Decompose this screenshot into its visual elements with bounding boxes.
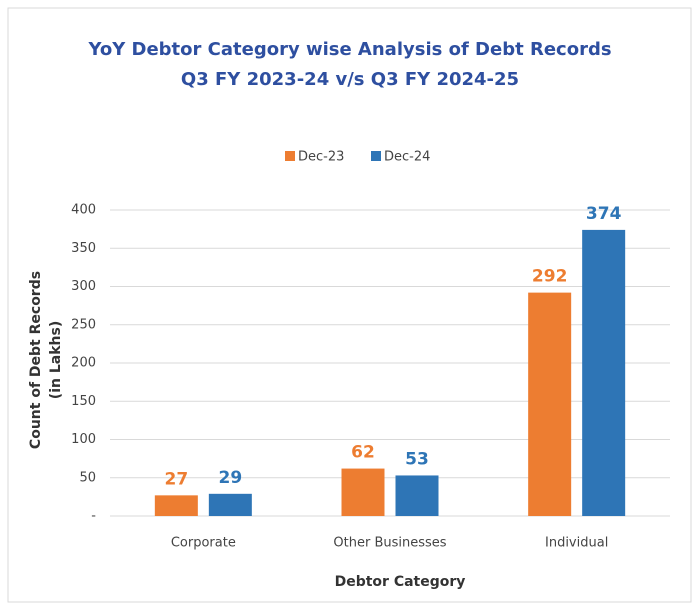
bar	[208, 493, 252, 516]
y-tick-label: 350	[71, 241, 96, 256]
y-axis-title: Count of Debt Records (in Lakhs)	[28, 271, 64, 449]
y-axis-title-line: (in Lakhs)	[48, 321, 64, 399]
legend-label: Dec-23	[298, 150, 344, 165]
bar	[154, 495, 198, 516]
legend-swatch	[371, 151, 381, 161]
y-tick-label: 150	[71, 394, 96, 409]
y-axis-title-line: Count of Debt Records	[28, 271, 44, 449]
data-label: 27	[164, 469, 188, 489]
x-tick-label: Corporate	[171, 536, 236, 551]
x-tick-label: Other Businesses	[333, 536, 446, 551]
x-tick-label: Individual	[545, 536, 608, 551]
legend-swatch	[285, 151, 295, 161]
chart-title: YoY Debtor Category wise Analysis of Deb…	[87, 39, 611, 60]
data-label: 62	[351, 443, 375, 463]
y-tick-label: 250	[71, 317, 96, 332]
data-label: 29	[218, 468, 242, 488]
y-tick-label: 200	[71, 356, 96, 371]
bar	[582, 229, 626, 516]
y-tick-label: 300	[71, 279, 96, 294]
bar	[528, 292, 572, 516]
bar	[395, 475, 439, 516]
legend-label: Dec-24	[384, 150, 430, 165]
y-tick-label: 50	[79, 470, 96, 485]
data-label: 374	[586, 204, 622, 224]
y-tick-label: 100	[71, 432, 96, 447]
x-axis-title: Debtor Category	[335, 574, 466, 590]
y-tick-label: -	[91, 509, 96, 524]
bar	[341, 468, 385, 516]
y-tick-label: 400	[71, 203, 96, 218]
data-label: 292	[532, 267, 568, 287]
data-label: 53	[405, 449, 429, 469]
chart-title: Q3 FY 2023-24 v/s Q3 FY 2024-25	[181, 69, 519, 90]
